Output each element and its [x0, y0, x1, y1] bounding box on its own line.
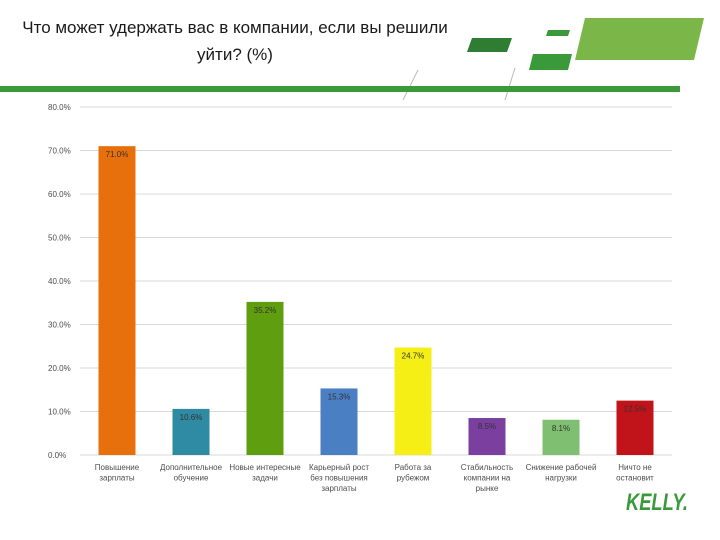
category-label: Снижение рабочей нагрузки	[526, 463, 597, 483]
category-label: Карьерный рост без повышения зарплаты	[309, 463, 369, 493]
bar	[542, 419, 580, 455]
y-tick-label: 40.0%	[48, 277, 71, 286]
deco-shape-small-2	[529, 54, 572, 70]
data-label: 12.5%	[624, 405, 647, 414]
page-title: Что может удержать вас в компании, если …	[22, 18, 448, 64]
category-label: Ничто не остановит	[616, 463, 654, 483]
header-decoration	[402, 18, 704, 100]
y-tick-label: 50.0%	[48, 234, 71, 243]
deco-shape-small-1	[467, 38, 512, 52]
kelly-logo: KELLY.	[626, 489, 688, 516]
category-label: Работа за рубежом	[395, 463, 432, 483]
bar	[172, 408, 210, 455]
bar	[468, 418, 506, 455]
data-label: 24.7%	[402, 352, 425, 361]
y-tick-label: 10.0%	[48, 408, 71, 417]
y-tick-label: 60.0%	[48, 190, 71, 199]
y-tick-label: 80.0%	[48, 103, 71, 112]
deco-shape-large	[575, 18, 704, 60]
data-label: 10.6%	[180, 413, 203, 422]
data-label: 71.0%	[106, 150, 129, 159]
data-label: 15.3%	[328, 392, 351, 401]
bar	[394, 347, 432, 455]
bar	[246, 301, 284, 455]
deco-line-2	[504, 67, 516, 100]
logo-text: KELLY.	[626, 489, 688, 516]
bar	[320, 388, 358, 455]
y-tick-label: 30.0%	[48, 321, 71, 330]
category-label: Дополнительное обучение	[160, 463, 223, 483]
y-tick-label: 0.0%	[48, 451, 66, 460]
category-label: Стабильность компании на рынке	[461, 463, 513, 493]
data-label: 8.5%	[478, 422, 496, 431]
deco-shape-dash	[546, 30, 570, 36]
bar	[616, 400, 654, 455]
header-rule	[0, 86, 680, 92]
bar	[98, 146, 136, 455]
y-tick-label: 20.0%	[48, 364, 71, 373]
y-tick-label: 70.0%	[48, 147, 71, 156]
data-label: 8.1%	[552, 424, 570, 433]
data-label: 35.2%	[254, 306, 277, 315]
category-label: Новые интересные задачи	[229, 463, 301, 483]
category-label: Повышение зарплаты	[95, 463, 140, 483]
